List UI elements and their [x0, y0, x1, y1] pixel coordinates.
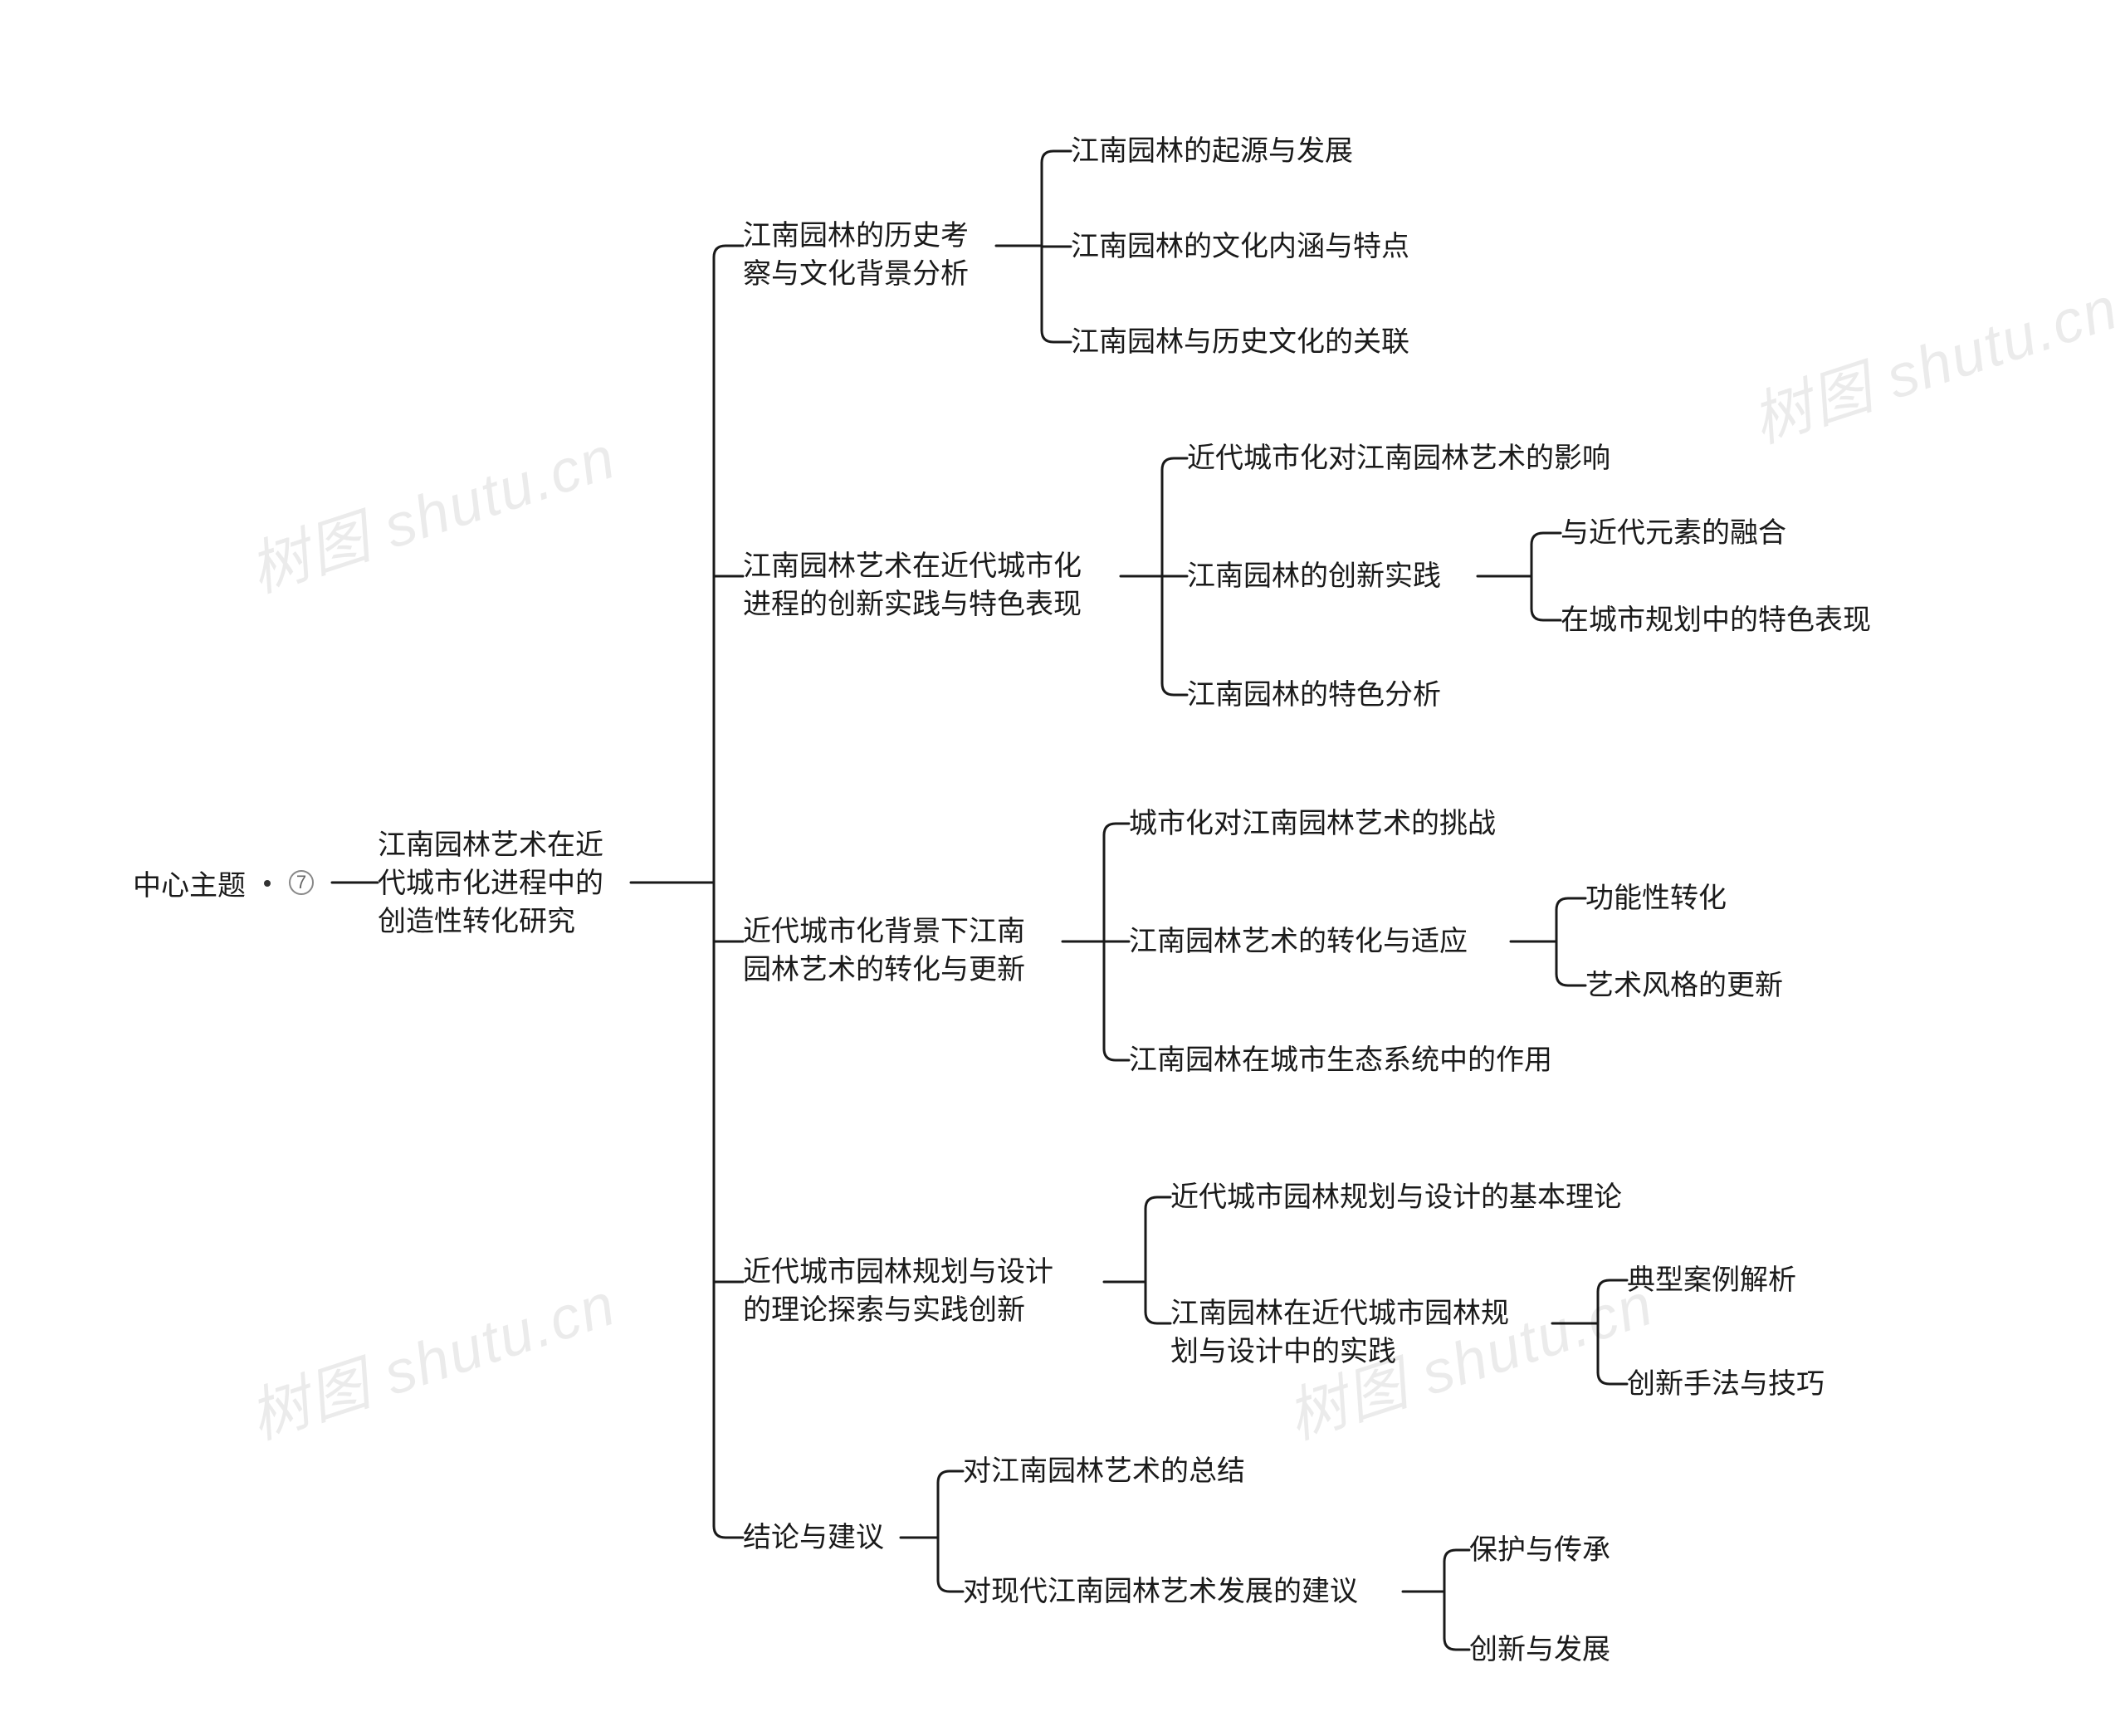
- level3-node[interactable]: 江南园林与历史文化的关联: [1071, 324, 1409, 362]
- level4-node[interactable]: 在城市规划中的特色表现: [1561, 602, 1871, 640]
- level3-node[interactable]: 江南园林在城市生态系统中的作用: [1129, 1042, 1552, 1080]
- watermark: 树图 shutu.cn: [1739, 259, 2125, 459]
- level3-node[interactable]: 江南园林的特色分析: [1187, 677, 1441, 715]
- level4-node[interactable]: 功能性转化: [1585, 880, 1727, 918]
- watermark: 树图 shutu.cn: [237, 408, 625, 609]
- root-node[interactable]: 中心主题: [133, 868, 246, 906]
- level3-node[interactable]: 近代城市化对江南园林艺术的影响: [1187, 440, 1610, 478]
- level4-node[interactable]: 典型案例解析: [1627, 1262, 1796, 1300]
- watermark: 树图 shutu.cn: [237, 1255, 625, 1455]
- child-count-badge[interactable]: 7: [289, 870, 314, 895]
- level3-node[interactable]: 江南园林的起源与发展: [1071, 133, 1353, 171]
- level2-node[interactable]: 近代城市化背景下江南 园林艺术的转化与更新: [743, 913, 1025, 990]
- level3-node[interactable]: 对现代江南园林艺术发展的建议: [963, 1573, 1358, 1611]
- level4-node[interactable]: 保护与传承: [1469, 1532, 1610, 1570]
- level3-node[interactable]: 江南园林艺术的转化与适应: [1129, 923, 1468, 961]
- level2-node[interactable]: 近代城市园林规划与设计 的理论探索与实践创新: [743, 1254, 1053, 1330]
- level1-node[interactable]: 江南园林艺术在近 代城市化进程中的 创造性转化研究: [378, 827, 603, 941]
- level4-node[interactable]: 创新手法与技巧: [1627, 1366, 1825, 1404]
- level4-node[interactable]: 创新与发展: [1469, 1631, 1610, 1670]
- level2-node[interactable]: 结论与建议: [743, 1519, 884, 1558]
- level2-node[interactable]: 江南园林艺术在近代城市化 进程的创新实践与特色表现: [743, 548, 1082, 624]
- level3-node[interactable]: 对江南园林艺术的总结: [963, 1453, 1245, 1491]
- level4-node[interactable]: 艺术风格的更新: [1585, 967, 1783, 1005]
- level3-node[interactable]: 江南园林的文化内涵与特点: [1071, 228, 1409, 267]
- level3-node[interactable]: 江南园林的创新实践: [1187, 558, 1441, 596]
- root-dot-icon: [264, 880, 271, 887]
- level3-node[interactable]: 城市化对江南园林艺术的挑战: [1129, 805, 1496, 844]
- level2-node[interactable]: 江南园林的历史考 察与文化背景分析: [743, 218, 969, 294]
- level4-node[interactable]: 与近代元素的融合: [1561, 515, 1786, 553]
- level3-node[interactable]: 近代城市园林规划与设计的基本理论: [1170, 1179, 1622, 1217]
- level3-node[interactable]: 江南园林在近代城市园林规 划与设计中的实践: [1170, 1295, 1509, 1372]
